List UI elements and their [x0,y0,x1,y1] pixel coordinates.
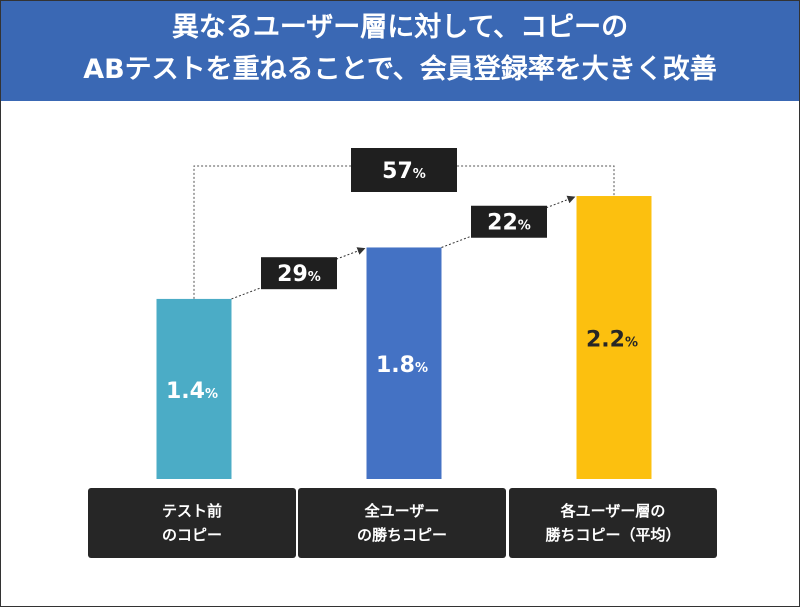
category-label-per-segment: 各ユーザー層の 勝ちコピー（平均） [509,488,717,558]
category-label-before-test: テスト前 のコピー [88,488,296,558]
category-label-line: のコピー [161,526,222,544]
title-line-2: ABテストを重ねることで、会員登録率を大きく改善 [83,54,717,85]
category-label-line: の勝ちコピー [356,526,447,544]
category-label-line: テスト前 [161,502,222,520]
total-growth-label-text: 57% [382,159,426,184]
bar-per-segment [576,196,652,480]
category-label-line: 全ユーザー [364,502,440,520]
category-label-line: 勝ちコピー（平均） [545,526,681,544]
value-label-unit: % [205,387,218,402]
growth-label-2-unit: % [518,219,531,234]
category-label-all-users: 全ユーザー の勝ちコピー [298,488,506,558]
category-label-line: 各ユーザー層の [560,502,666,520]
growth-label-1-unit: % [308,270,321,285]
value-label-unit: % [625,336,638,351]
title-line-1: 異なるユーザー層に対して、コピーの [171,12,629,43]
bar-all-users [366,247,442,479]
title-banner: 異なるユーザー層に対して、コピーの ABテストを重ねることで、会員登録率を大きく… [1,1,799,101]
value-label-unit: % [415,361,428,376]
growth-label-2-box [471,205,547,238]
total-growth-label-box [351,148,457,192]
bar-before-test [156,298,232,479]
growth-label-1-box [261,257,337,290]
total-growth-label-unit: % [413,167,426,182]
